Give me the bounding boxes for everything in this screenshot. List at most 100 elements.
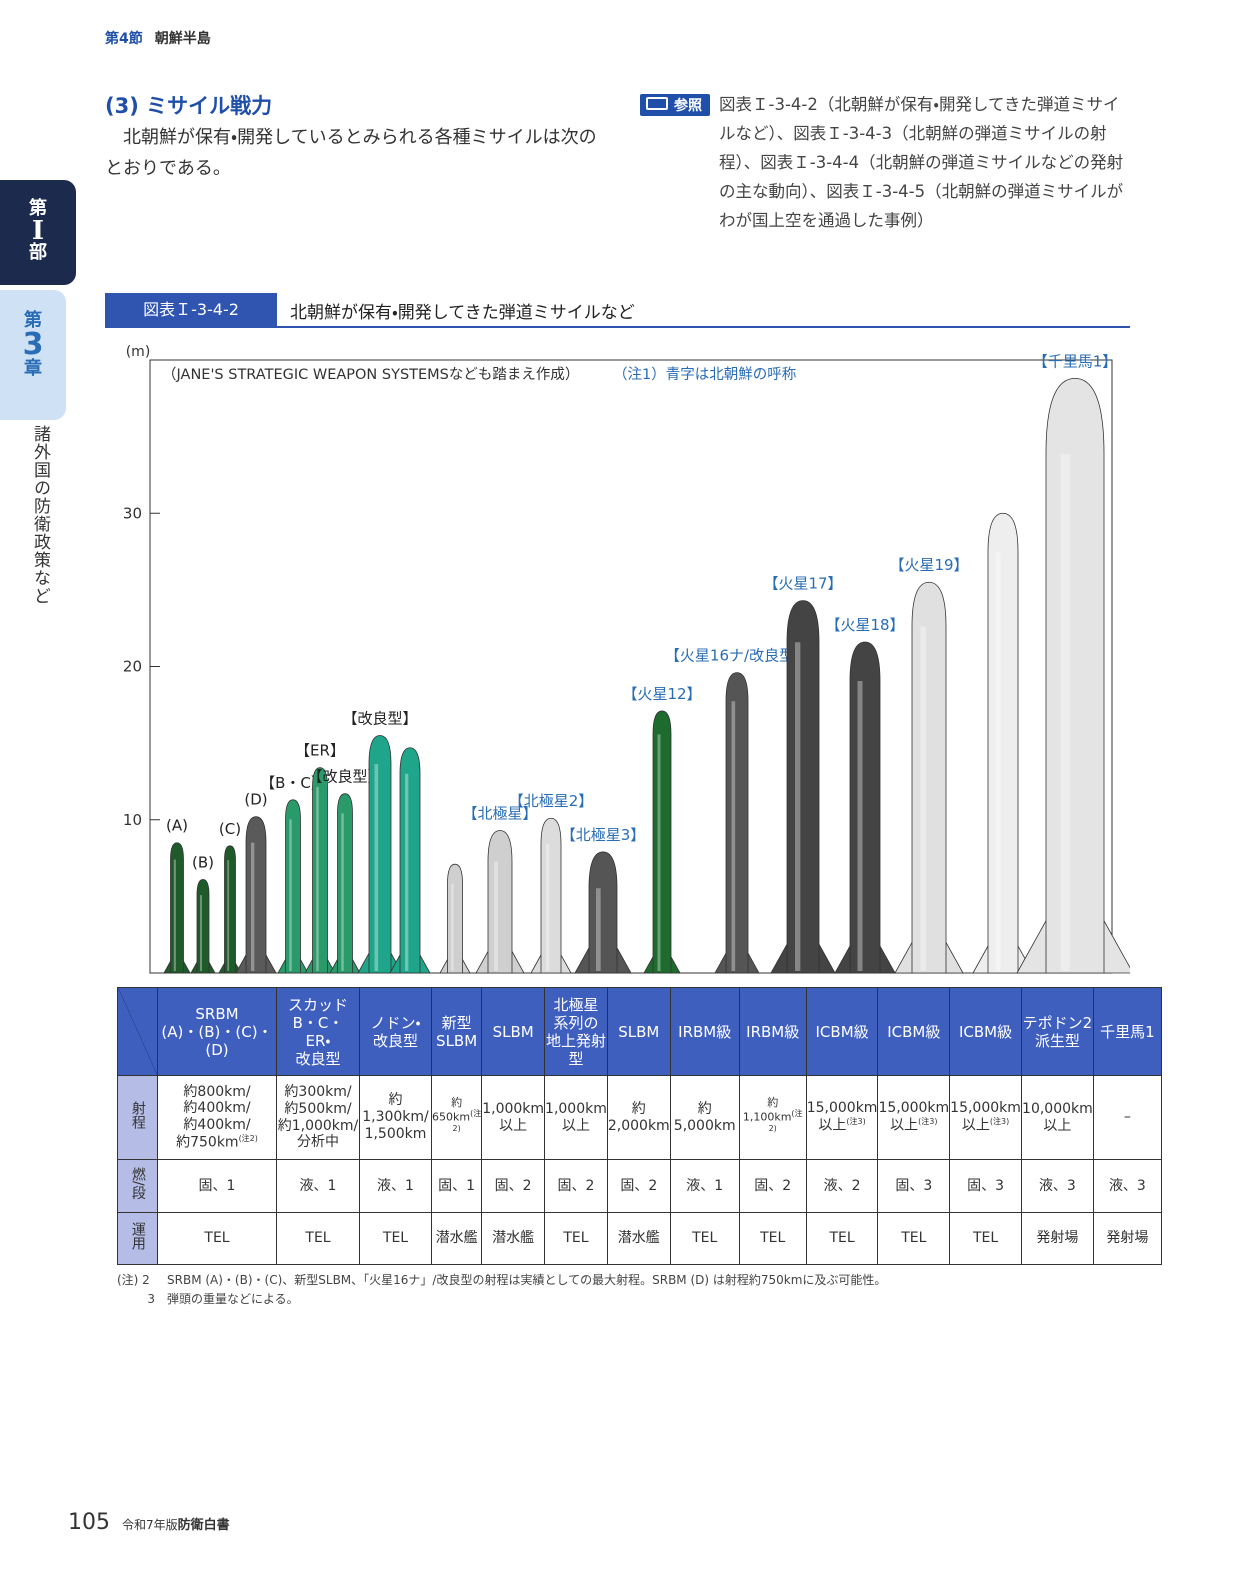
missile-label: 【北極星2】 xyxy=(509,792,594,810)
column-header: SRBM (A)・(B)・(C)・ (D) xyxy=(157,987,277,1076)
missile xyxy=(224,845,236,974)
missile xyxy=(786,600,820,974)
missile-label: 【火星17】 xyxy=(763,575,842,593)
missile xyxy=(849,641,881,974)
cell-note: (注2) xyxy=(768,1109,803,1134)
column-header: 千里馬1 xyxy=(1092,987,1162,1076)
cell-note: (注3) xyxy=(989,1117,1010,1127)
column-header: 北極星 系列の 地上発射型 xyxy=(544,987,608,1076)
column-header: ICBM級 xyxy=(805,987,879,1076)
table-cell: 15,000km 以上(注3) xyxy=(805,1075,879,1160)
cell-note: (注2) xyxy=(238,1133,258,1143)
footnote-text: 弾頭の重量などによる。 xyxy=(167,1292,299,1306)
table-cell: 固、1 xyxy=(430,1159,483,1213)
missile-label: 【改良型】 xyxy=(342,709,417,727)
cell-text: 15,000km 以上 xyxy=(878,1100,950,1134)
part-text: I xyxy=(31,216,45,246)
chapter-text: 3 xyxy=(22,327,44,362)
section-number: 第4節 xyxy=(105,31,143,47)
table-cell: 約 1,300km/ 1,500km xyxy=(359,1075,432,1160)
page-number: 105 xyxy=(68,1510,110,1535)
table-cell: TEL xyxy=(949,1212,1022,1265)
table-cell: 15,000km 以上(注3) xyxy=(949,1075,1022,1160)
footnote: 3 弾頭の重量などによる。 xyxy=(117,1290,299,1307)
row-header: 運用 xyxy=(117,1212,158,1265)
figure-number: 図表Ｉ-3-4-2 xyxy=(105,293,277,326)
missile xyxy=(487,830,513,974)
table-cell: 15,000km 以上(注3) xyxy=(877,1075,951,1160)
missile-label: 【北極星】 xyxy=(462,804,537,822)
y-tick-label: 30 xyxy=(123,504,142,522)
cell-text: 15,000km 以上 xyxy=(806,1100,878,1134)
page-footer: 105 令和7年版防衛白書 xyxy=(68,1510,230,1535)
row-header: 燃/段 xyxy=(117,1159,158,1213)
part-text: 部 xyxy=(29,242,47,263)
missile xyxy=(399,747,421,974)
column-header: IRBM級 xyxy=(738,987,807,1076)
reference-label: 参照 xyxy=(640,94,710,116)
missile-label: (B) xyxy=(192,854,214,872)
column-header: スカッド B・C・ ER・ 改良型 xyxy=(276,987,360,1076)
cell-note: (注3) xyxy=(918,1117,938,1127)
section-name: 朝鮮半島 xyxy=(154,31,211,47)
table-cell: 発射場 xyxy=(1092,1212,1162,1265)
column-header: SLBM xyxy=(606,987,671,1076)
column-header: テポドン2 派生型 xyxy=(1020,987,1094,1076)
footnote-mark: 3 xyxy=(147,1292,155,1306)
table-cell: 潜水艦 xyxy=(430,1212,483,1265)
table-cell: 液、1 xyxy=(359,1159,432,1213)
table-cell: 1,000km 以上 xyxy=(544,1075,608,1160)
table-row: 燃/段 固、1 液、1 液、1 固、1 固、2 固、2 固、2 液、1 固、2 液、2 固、3 固、3 液… xyxy=(117,1159,1162,1213)
publication: 防衛白書 xyxy=(177,1518,230,1533)
table-cell: 潜水艦 xyxy=(606,1212,671,1265)
table-cell: 固、3 xyxy=(949,1159,1022,1213)
table-cell: TEL xyxy=(805,1212,879,1265)
column-header: 新型 SLBM xyxy=(430,987,483,1076)
missile xyxy=(170,842,184,974)
missile-label: (A) xyxy=(166,817,188,835)
missile xyxy=(652,710,672,974)
section-body: 北朝鮮が保有・開発しているとみられる各種ミサイルは次のとおりである。 xyxy=(105,127,597,179)
missile-label: 【ER】 xyxy=(295,742,345,760)
missile xyxy=(1045,377,1105,974)
table-row: 射程 約800km/ 約400km/ 約400km/ 約750km(注2) 約300… xyxy=(117,1075,1162,1160)
missile xyxy=(312,767,328,974)
missile xyxy=(447,863,463,974)
table-cell: 液、2 xyxy=(805,1159,879,1213)
table-cell: TEL xyxy=(359,1212,432,1265)
chapter-title: 諸外国の防衛政策など xyxy=(30,425,50,605)
missile-label: 【火星12】 xyxy=(622,685,701,703)
table-cell: 液、3 xyxy=(1092,1159,1162,1213)
table-cell: 固、2 xyxy=(606,1159,671,1213)
table-corner xyxy=(117,987,158,1076)
missile-label: (D) xyxy=(244,791,267,809)
missile xyxy=(368,735,392,974)
part-text: 第 xyxy=(29,198,47,219)
figure-rule xyxy=(105,326,1130,328)
missile-table: SRBM (A)・(B)・(C)・ (D) スカッド B・C・ ER・ 改良型 ノド… xyxy=(117,987,1162,1265)
table-cell: 発射場 xyxy=(1020,1212,1094,1265)
row-header-text: 運用 xyxy=(129,1222,146,1251)
table-cell: 約800km/ 約400km/ 約400km/ 約750km(注2) xyxy=(157,1075,277,1160)
table-cell: TEL xyxy=(738,1212,807,1265)
y-axis-label: (m) xyxy=(126,344,151,360)
y-tick-label: 20 xyxy=(123,658,142,676)
column-header: SLBM xyxy=(481,987,546,1076)
table-cell: 固、2 xyxy=(738,1159,807,1213)
table-cell: – xyxy=(1092,1075,1162,1160)
chapter-text: 第 xyxy=(24,310,42,331)
column-header: ノドン・ 改良型 xyxy=(359,987,432,1076)
table-cell: TEL xyxy=(669,1212,740,1265)
missile-label: 【火星18】 xyxy=(825,616,904,634)
table-row: 運用 TEL TEL TEL 潜水艦 潜水艦 TEL 潜水艦 TEL TEL TEL TEL TEL 発射… xyxy=(117,1212,1162,1265)
cell-text: 約800km/ 約400km/ 約400km/ 約750km xyxy=(176,1083,251,1151)
missile-label: 【北極星3】 xyxy=(561,826,646,844)
table-cell: TEL xyxy=(157,1212,277,1265)
row-header-text: 燃/段 xyxy=(129,1167,146,1200)
table-cell: 潜水艦 xyxy=(481,1212,546,1265)
table-cell: 液、3 xyxy=(1020,1159,1094,1213)
table-cell: 液、1 xyxy=(669,1159,740,1213)
table-cell: 固、3 xyxy=(877,1159,951,1213)
table-cell: 10,000km 以上 xyxy=(1020,1075,1094,1160)
